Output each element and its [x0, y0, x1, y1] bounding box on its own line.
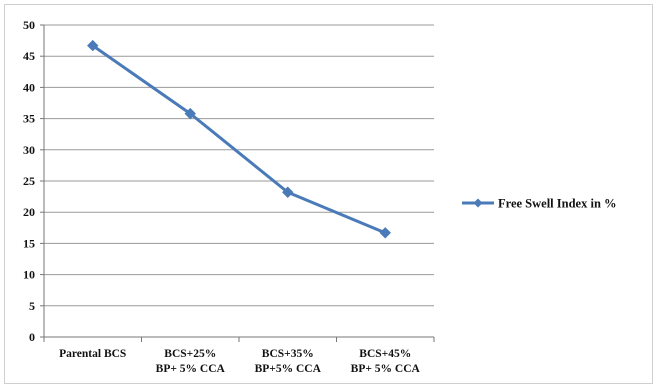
y-tick-label-30: 30: [23, 143, 35, 157]
x-tick-label-1-line-0: BCS+25%: [164, 348, 216, 360]
y-tick-label-50: 50: [23, 18, 35, 32]
series-line-0: [91, 44, 386, 235]
data-point-0-2: [282, 186, 294, 198]
x-tick-labels: Parental BCS BCS+25% BP+ 5% CCA BCS+35% BP+5…: [59, 348, 420, 375]
y-tick-label-20: 20: [23, 205, 35, 219]
x-tick-label-2-line-0: BCS+35%: [262, 348, 314, 360]
x-tick-label-1-line-1: BP+ 5% CCA: [156, 363, 226, 375]
gridlines: [44, 24, 434, 307]
axes: [40, 24, 435, 342]
series-lines: [87, 39, 391, 239]
legend-label-0: Free Swell Index in %: [498, 197, 617, 211]
legend-marker-0: [473, 198, 483, 208]
data-point-0-0: [87, 39, 99, 52]
x-tick-label-2-line-1: BP+5% CCA: [255, 363, 322, 375]
x-tick-label-0-line-0: Parental BCS: [59, 348, 126, 360]
x-tick-label-3-line-0: BCS+45%: [359, 348, 411, 360]
y-tick-label-35: 35: [23, 112, 35, 126]
legend: Free Swell Index in %: [462, 197, 617, 211]
data-point-0-1: [184, 107, 196, 120]
data-point-0-3: [379, 227, 391, 239]
y-tick-label-0: 0: [29, 330, 35, 344]
y-tick-label-40: 40: [23, 80, 35, 94]
y-tick-label-45: 45: [23, 49, 35, 63]
y-tick-label-5: 5: [29, 299, 35, 313]
chart-frame: [4, 4, 653, 384]
y-tick-label-25: 25: [23, 174, 35, 188]
x-tick-label-3-line-1: BP+ 5% CCA: [351, 363, 421, 375]
y-tick-label-10: 10: [23, 268, 35, 282]
y-tick-label-15: 15: [23, 236, 35, 250]
y-tick-labels: 0 5 10 15 20 25 30 35 40 45 50: [23, 18, 35, 344]
